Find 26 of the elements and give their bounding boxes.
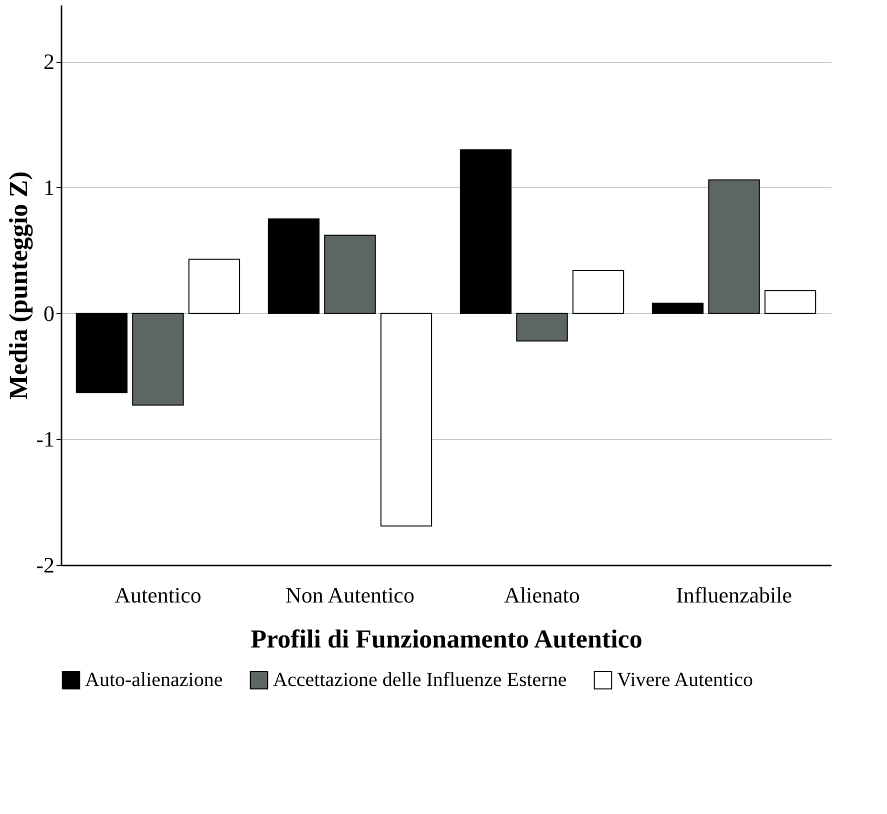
y-axis-title: Media (punteggio Z)	[4, 171, 34, 400]
x-axis-title: Profili di Funzionamento Autentico	[250, 624, 642, 654]
x-tick-label: Influenzabile	[676, 582, 792, 608]
bar	[572, 270, 624, 314]
bar	[188, 258, 240, 314]
y-tick-label: 1	[44, 174, 54, 200]
legend-label: Accettazione delle Influenze Esterne	[273, 669, 567, 692]
bar	[132, 312, 184, 406]
y-tick-label: -1	[36, 426, 54, 452]
bar	[708, 179, 760, 314]
bar	[764, 290, 816, 314]
x-tick-label: Non Autentico	[286, 582, 414, 608]
bar	[324, 234, 376, 314]
x-tick-label: Alienato	[504, 582, 580, 608]
legend-label: Auto-alienazione	[85, 669, 223, 692]
y-tick-label: 2	[44, 49, 54, 74]
y-tick-label: -2	[36, 552, 54, 578]
bar	[516, 312, 568, 342]
bar	[380, 312, 432, 526]
legend-label: Vivere Autentico	[617, 669, 753, 692]
bar	[460, 149, 512, 314]
x-tick-label: Autentico	[114, 582, 202, 608]
bar	[268, 218, 320, 314]
y-tick-label: 0	[44, 300, 54, 326]
bar	[76, 312, 128, 394]
bar	[652, 302, 704, 314]
